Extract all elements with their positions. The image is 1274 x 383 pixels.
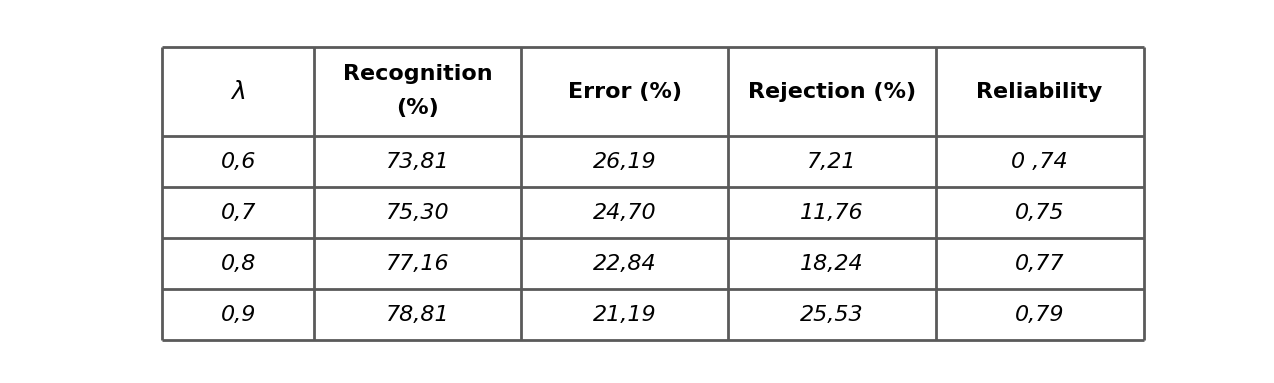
- Text: 11,76: 11,76: [800, 203, 864, 223]
- Text: 0,6: 0,6: [220, 152, 256, 172]
- Text: (%): (%): [396, 98, 440, 118]
- Text: 78,81: 78,81: [386, 304, 450, 324]
- Text: Rejection (%): Rejection (%): [748, 82, 916, 101]
- Text: λ: λ: [231, 80, 246, 103]
- Text: 0,8: 0,8: [220, 254, 256, 273]
- Text: 7,21: 7,21: [808, 152, 857, 172]
- Text: 21,19: 21,19: [594, 304, 657, 324]
- Text: 73,81: 73,81: [386, 152, 450, 172]
- Text: 0,77: 0,77: [1015, 254, 1064, 273]
- Text: 75,30: 75,30: [386, 203, 450, 223]
- Text: 26,19: 26,19: [594, 152, 657, 172]
- Text: 25,53: 25,53: [800, 304, 864, 324]
- Text: 0,75: 0,75: [1015, 203, 1064, 223]
- Text: 22,84: 22,84: [594, 254, 657, 273]
- Text: 18,24: 18,24: [800, 254, 864, 273]
- Text: 0,7: 0,7: [220, 203, 256, 223]
- Text: 77,16: 77,16: [386, 254, 450, 273]
- Text: 0,9: 0,9: [220, 304, 256, 324]
- Text: Recognition: Recognition: [343, 64, 493, 83]
- Text: 24,70: 24,70: [594, 203, 657, 223]
- Text: 0,79: 0,79: [1015, 304, 1064, 324]
- Text: Error (%): Error (%): [568, 82, 682, 101]
- Text: 0 ,74: 0 ,74: [1012, 152, 1068, 172]
- Text: Reliability: Reliability: [976, 82, 1103, 101]
